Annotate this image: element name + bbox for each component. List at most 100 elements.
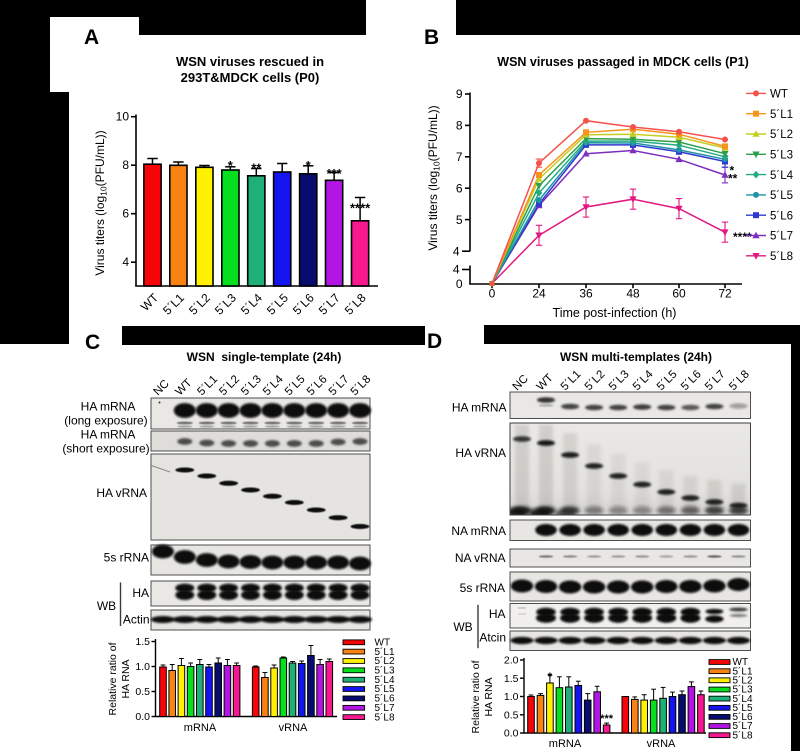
svg-text:vRNA: vRNA <box>279 722 308 734</box>
svg-text:C: C <box>85 331 100 354</box>
svg-text:****: **** <box>733 230 752 244</box>
svg-text:****: **** <box>350 201 371 216</box>
svg-text:(long exposure): (long exposure) <box>64 414 147 428</box>
svg-text:5´L3: 5´L3 <box>607 368 632 393</box>
svg-text:5´L3: 5´L3 <box>733 684 753 696</box>
svg-text:10: 10 <box>116 110 130 124</box>
svg-text:vRNA: vRNA <box>647 738 676 750</box>
svg-text:mRNA: mRNA <box>549 738 582 750</box>
svg-text:HA RNA: HA RNA <box>483 677 495 716</box>
svg-text:0.0: 0.0 <box>504 728 519 740</box>
svg-text:WT: WT <box>173 377 194 398</box>
svg-text:5´L7: 5´L7 <box>770 231 793 243</box>
svg-text:1.5: 1.5 <box>504 673 519 685</box>
svg-text:5´L8: 5´L8 <box>727 368 752 393</box>
svg-text:60: 60 <box>672 287 686 301</box>
svg-text:48: 48 <box>626 287 640 301</box>
svg-text:5´L6: 5´L6 <box>679 368 704 393</box>
svg-text:5´L7: 5´L7 <box>703 368 728 393</box>
svg-text:***: *** <box>327 166 343 181</box>
svg-text:5´L8: 5´L8 <box>349 373 374 398</box>
svg-text:5´L2: 5´L2 <box>186 291 213 318</box>
svg-text:5´L1: 5´L1 <box>160 291 187 318</box>
svg-text:Virus titers (log10(PFU/mL)): Virus titers (log10(PFU/mL)) <box>426 105 442 250</box>
svg-text:5´L1: 5´L1 <box>733 665 753 677</box>
svg-text:5´L3: 5´L3 <box>375 665 395 677</box>
svg-text:5´L6: 5´L6 <box>733 711 753 723</box>
svg-text:5´L4: 5´L4 <box>238 291 265 318</box>
svg-text:5´L5: 5´L5 <box>770 190 793 202</box>
svg-text:HA mRNA: HA mRNA <box>452 401 507 415</box>
svg-text:4: 4 <box>453 263 460 277</box>
svg-text:WT: WT <box>733 657 749 668</box>
svg-text:6: 6 <box>456 181 463 195</box>
svg-text:5´L5: 5´L5 <box>264 291 291 318</box>
svg-text:36: 36 <box>579 287 593 301</box>
svg-text:HA RNA: HA RNA <box>120 659 132 698</box>
svg-text:5´L2: 5´L2 <box>583 368 608 393</box>
svg-text:5´L2: 5´L2 <box>217 373 242 398</box>
svg-text:5´L3: 5´L3 <box>770 150 793 162</box>
svg-text:**: ** <box>728 172 738 186</box>
svg-text:24: 24 <box>532 287 546 301</box>
svg-text:Atcin: Atcin <box>479 631 506 645</box>
svg-text:0.5: 0.5 <box>135 686 150 698</box>
svg-text:9: 9 <box>456 87 463 101</box>
svg-text:HA mRNA: HA mRNA <box>81 428 136 442</box>
svg-text:5´L4: 5´L4 <box>261 373 286 398</box>
svg-text:5´L4: 5´L4 <box>733 693 753 705</box>
svg-text:5s rRNA: 5s rRNA <box>104 551 149 565</box>
svg-text:mRNA: mRNA <box>184 722 217 734</box>
svg-text:5´L7: 5´L7 <box>375 702 395 714</box>
svg-text:5´L1: 5´L1 <box>375 646 395 658</box>
svg-text:HA: HA <box>132 586 149 600</box>
svg-text:WSN viruses passaged in MDCK c: WSN viruses passaged in MDCK cells (P1) <box>497 55 748 69</box>
svg-text:NA vRNA: NA vRNA <box>455 551 506 565</box>
svg-text:5´L1: 5´L1 <box>195 373 220 398</box>
svg-text:NA mRNA: NA mRNA <box>451 524 506 538</box>
svg-text:Relative ratio of: Relative ratio of <box>107 642 119 715</box>
svg-text:Actin: Actin <box>123 613 150 627</box>
svg-text:5s rRNA: 5s rRNA <box>460 581 505 595</box>
svg-text:5´L8: 5´L8 <box>770 251 793 263</box>
svg-text:1.5: 1.5 <box>135 636 150 648</box>
svg-text:5´L4: 5´L4 <box>631 368 656 393</box>
svg-text:5´L8: 5´L8 <box>375 711 395 723</box>
svg-text:NC: NC <box>152 378 172 398</box>
svg-text:WT: WT <box>138 290 162 314</box>
svg-text:5´L2: 5´L2 <box>733 675 753 687</box>
svg-text:WSN viruses rescued in: WSN viruses rescued in <box>176 54 324 69</box>
svg-text:D: D <box>427 330 442 353</box>
svg-text:5´L4: 5´L4 <box>375 674 395 686</box>
svg-text:HA mRNA: HA mRNA <box>81 400 136 414</box>
svg-text:WT: WT <box>535 372 556 393</box>
svg-text:*: * <box>730 164 735 178</box>
svg-text:*: * <box>548 671 553 683</box>
svg-text:5´L2: 5´L2 <box>770 129 793 141</box>
svg-text:8: 8 <box>456 119 463 133</box>
svg-text:1.0: 1.0 <box>504 691 519 703</box>
svg-text:5´L3: 5´L3 <box>239 373 264 398</box>
svg-text:5´L8: 5´L8 <box>733 729 753 741</box>
svg-text:*: * <box>306 158 312 173</box>
svg-text:5´L8: 5´L8 <box>342 291 369 318</box>
svg-text:5´L7: 5´L7 <box>316 291 343 318</box>
svg-text:WSN single-template (24h): WSN single-template (24h) <box>187 350 342 364</box>
svg-text:**: ** <box>251 161 262 176</box>
svg-text:HA: HA <box>489 607 506 621</box>
svg-text:5´L5: 5´L5 <box>283 373 308 398</box>
svg-text:8: 8 <box>122 158 129 172</box>
svg-text:0.5: 0.5 <box>504 710 519 722</box>
svg-text:5: 5 <box>456 213 463 227</box>
svg-text:0: 0 <box>489 287 496 301</box>
svg-text:2.0: 2.0 <box>504 655 519 667</box>
svg-text:WT: WT <box>770 89 788 101</box>
svg-text:WT: WT <box>375 638 391 649</box>
svg-text:5´L7: 5´L7 <box>733 720 753 732</box>
svg-text:A: A <box>84 26 99 49</box>
svg-text:4: 4 <box>122 255 129 269</box>
svg-text:WSN multi-templates (24h): WSN multi-templates (24h) <box>560 350 712 364</box>
svg-text:5´L6: 5´L6 <box>305 373 330 398</box>
svg-text:1.0: 1.0 <box>135 661 150 673</box>
svg-text:Virus titers (log10(PFU/mL)): Virus titers (log10(PFU/mL)) <box>93 130 109 275</box>
